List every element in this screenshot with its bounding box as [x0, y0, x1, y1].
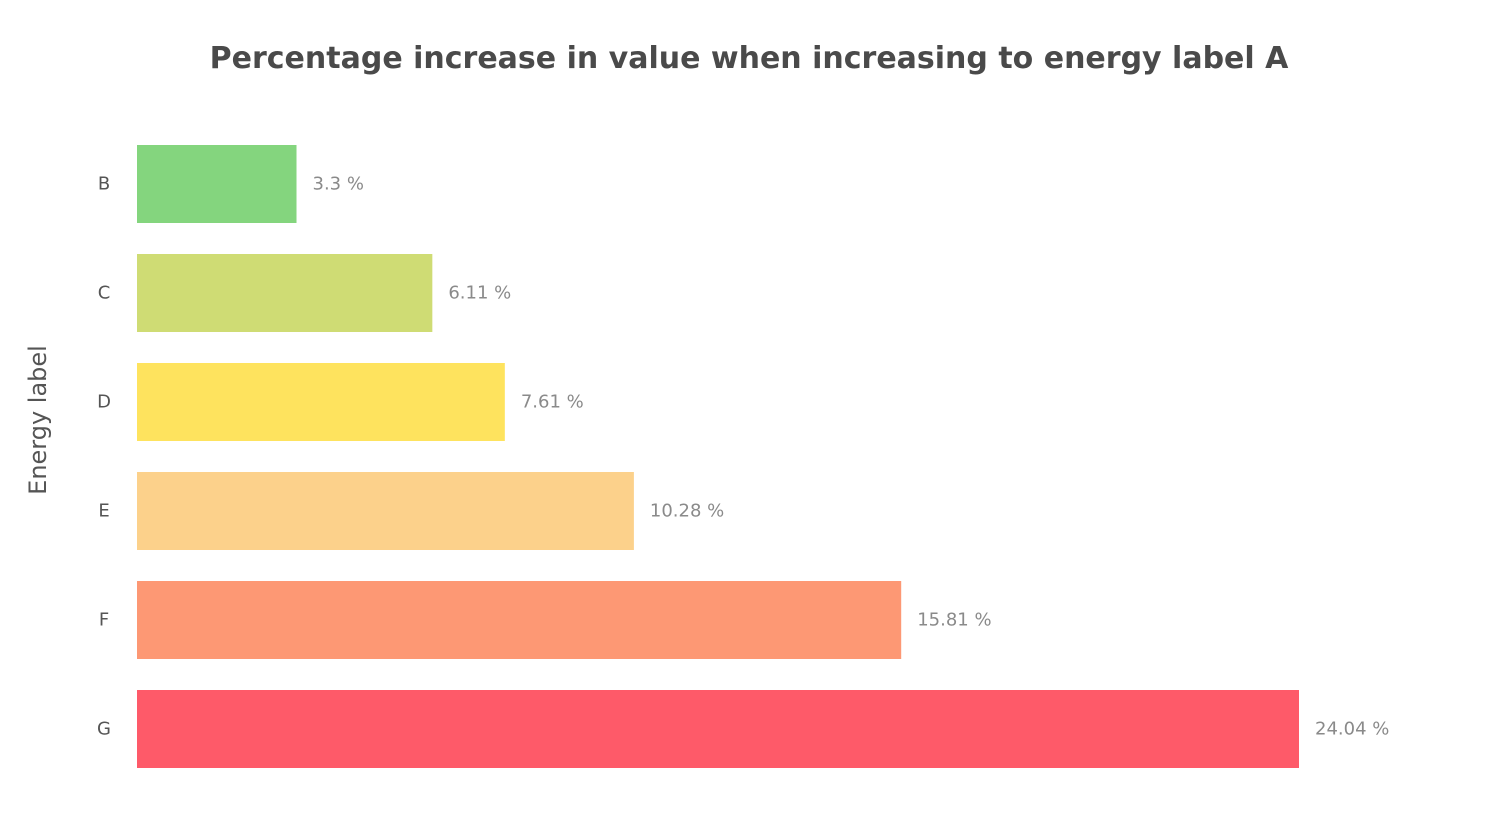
data-label-g: 24.04 %: [1315, 719, 1389, 740]
y-tick-label-d: D: [97, 392, 111, 413]
bar-e: [137, 472, 634, 550]
data-label-d: 7.61 %: [521, 392, 584, 413]
y-tick-label-g: G: [97, 719, 111, 740]
data-label-c: 6.11 %: [448, 283, 511, 304]
y-tick-label-f: F: [99, 610, 109, 631]
data-label-b: 3.3 %: [313, 174, 364, 195]
bars-group: B 3.3 % C 6.11 % D 7.61 % E 10.28 % F 15.81 % G 24.…: [97, 145, 1389, 768]
chart-title: Percentage increase in value when increa…: [210, 41, 1289, 76]
bar-c: [137, 254, 433, 332]
y-tick-label-e: E: [98, 501, 109, 522]
bar-g: [137, 690, 1299, 768]
bar-b: [137, 145, 297, 223]
y-axis-title: Energy label: [24, 345, 52, 495]
y-tick-label-b: B: [98, 174, 110, 195]
data-label-f: 15.81 %: [917, 610, 991, 631]
bar-f: [137, 581, 902, 659]
bar-d: [137, 363, 505, 441]
data-label-e: 10.28 %: [650, 501, 724, 522]
y-tick-label-c: C: [98, 283, 111, 304]
